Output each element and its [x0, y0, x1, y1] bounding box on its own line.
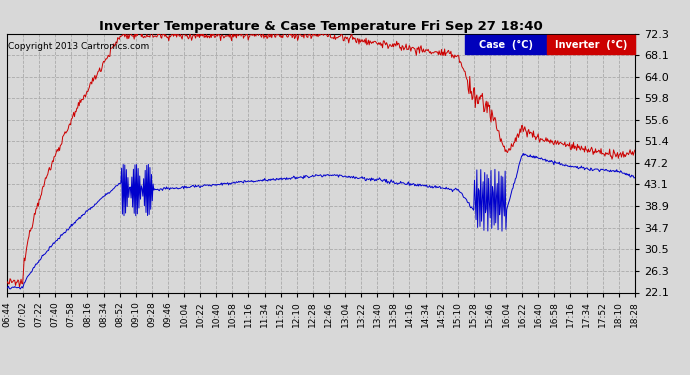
Title: Inverter Temperature & Case Temperature Fri Sep 27 18:40: Inverter Temperature & Case Temperature … [99, 20, 543, 33]
Text: Inverter  (°C): Inverter (°C) [555, 40, 627, 50]
FancyBboxPatch shape [547, 35, 635, 54]
FancyBboxPatch shape [465, 35, 547, 54]
Text: Case  (°C): Case (°C) [479, 40, 533, 50]
Text: Copyright 2013 Cartronics.com: Copyright 2013 Cartronics.com [8, 42, 150, 51]
